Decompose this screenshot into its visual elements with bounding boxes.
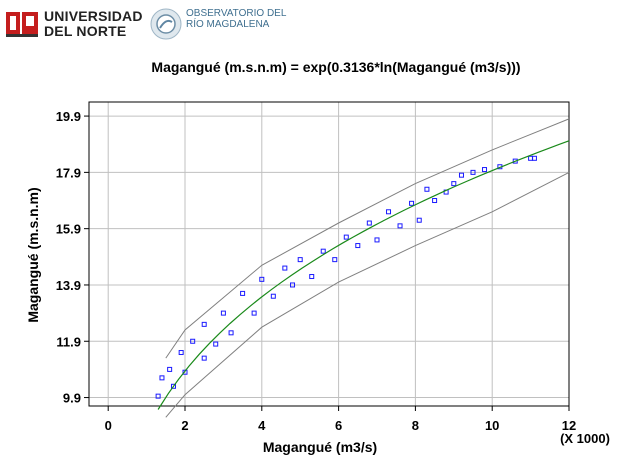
university-name-line1: UNIVERSIDAD <box>44 8 143 24</box>
data-point <box>343 234 349 240</box>
data-point <box>374 237 380 243</box>
data-point <box>259 276 265 282</box>
data-point <box>190 338 196 344</box>
data-point <box>416 217 422 223</box>
y-axis-ticks: 9.9 11.9 13.9 15.9 17.9 19.9 <box>56 109 89 406</box>
y-axis-label: Magangué (m.s.n.m) <box>25 187 41 322</box>
data-point <box>531 155 537 161</box>
plot-frame <box>88 101 570 407</box>
data-point <box>512 158 518 164</box>
data-point <box>309 274 315 280</box>
observatorio-rio-magdalena-logo: OBSERVATORIO DEL RÍO MAGDALENA <box>150 2 290 46</box>
data-point <box>458 172 464 178</box>
x-tick-label: 0 <box>105 418 112 433</box>
data-point <box>366 220 372 226</box>
universidad-del-norte-logo: UNIVERSIDAD DEL NORTE <box>6 6 146 44</box>
data-point <box>409 200 415 206</box>
y-tick-label: 19.9 <box>56 109 81 124</box>
data-point <box>432 198 438 204</box>
x-tick-label: 2 <box>181 418 188 433</box>
data-point <box>386 209 392 215</box>
data-point <box>228 330 234 336</box>
data-point <box>320 248 326 254</box>
x-axis-multiplier: (X 1000) <box>560 431 610 446</box>
observatory-name: OBSERVATORIO DEL RÍO MAGDALENA <box>186 8 286 30</box>
data-point <box>270 293 276 299</box>
y-tick-label: 15.9 <box>56 222 81 237</box>
prediction-band-lower <box>165 171 570 418</box>
data-point <box>332 257 338 263</box>
x-tick-label: 4 <box>258 418 266 433</box>
y-tick-label: 11.9 <box>56 334 81 349</box>
x-tick-label: 10 <box>485 418 499 433</box>
data-point <box>397 223 403 229</box>
data-point <box>482 167 488 173</box>
x-tick-label: 6 <box>335 418 342 433</box>
data-point <box>282 265 288 271</box>
x-tick-label: 8 <box>412 418 419 433</box>
data-point <box>297 257 303 263</box>
observatory-name-line2: RÍO MAGDALENA <box>186 19 270 30</box>
y-tick-label: 9.9 <box>63 391 81 406</box>
data-point <box>470 169 476 175</box>
university-name-line2: DEL NORTE <box>44 23 127 39</box>
x-axis-ticks: 0 2 4 6 8 10 12 <box>105 406 576 433</box>
y-tick-label: 17.9 <box>56 165 81 180</box>
data-point <box>220 310 226 316</box>
data-point <box>251 310 257 316</box>
data-point <box>451 181 457 187</box>
data-points <box>155 155 537 399</box>
data-point <box>170 383 176 389</box>
observatory-name-line1: OBSERVATORIO DEL <box>186 8 287 19</box>
fitted-curve <box>157 140 570 410</box>
data-point <box>159 375 165 381</box>
fit-line <box>157 140 570 410</box>
data-point <box>424 186 430 192</box>
x-axis-label: Magangué (m3/s) <box>263 439 377 455</box>
prediction-band-upper <box>165 118 570 359</box>
y-tick-label: 13.9 <box>56 278 81 293</box>
x-tick-label: 12 <box>562 418 576 433</box>
observatory-emblem-icon <box>150 8 182 40</box>
data-point <box>213 341 219 347</box>
data-point <box>201 355 207 361</box>
university-name: UNIVERSIDAD DEL NORTE <box>44 9 143 39</box>
data-point <box>201 321 207 327</box>
universidad-del-norte-emblem-icon <box>6 12 38 37</box>
prediction-bands <box>165 118 570 418</box>
chart-title: Magangué (m.s.n.m) = exp(0.3136*ln(Magan… <box>151 59 520 75</box>
data-point <box>240 290 246 296</box>
data-point <box>155 393 161 399</box>
data-point <box>167 366 173 372</box>
data-point <box>355 243 361 249</box>
data-point <box>290 282 296 288</box>
data-point <box>178 350 184 356</box>
